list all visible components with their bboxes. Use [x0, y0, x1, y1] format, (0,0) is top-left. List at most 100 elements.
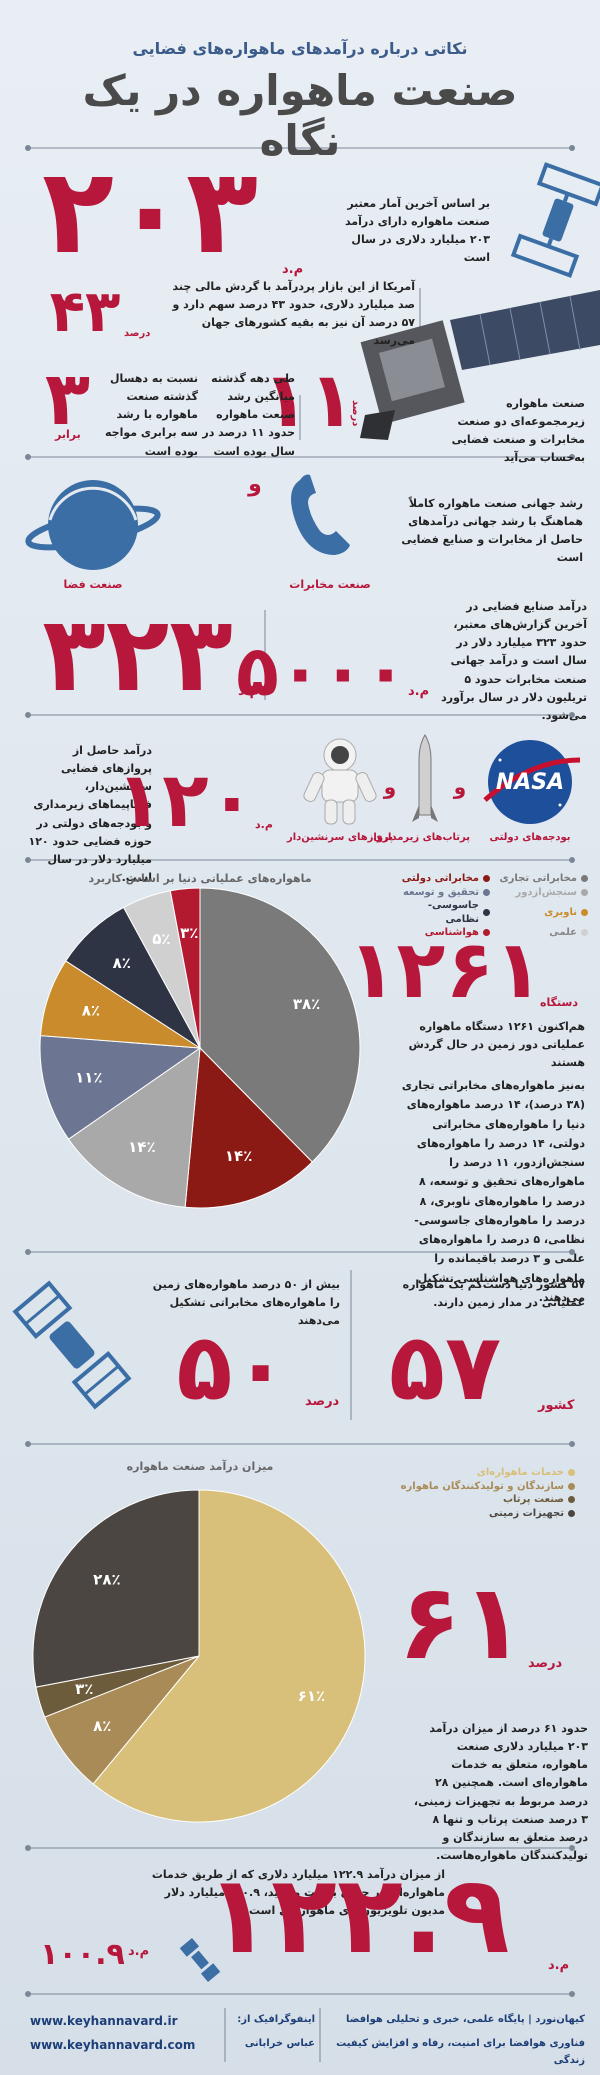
satellite-icon	[12, 1280, 132, 1410]
slogan: فناوری هوافضا برای امنیت، رفاه و افزایش …	[336, 2038, 585, 2066]
legend-label: صنعت پرتاب	[503, 1494, 564, 1505]
slice-label: ۸٪	[82, 1002, 100, 1020]
paragraph: نسبت به دهسال گذشته صنعت ماهواره با رشد …	[104, 372, 198, 458]
paragraph: درآمد حاصل از پروازهای فضایی سرنشین‌دار،…	[28, 744, 153, 884]
paragraph: بر اساس آخرین آمار معتبر صنعت ماهواره دا…	[344, 197, 490, 265]
conjunction: و	[383, 775, 397, 799]
pie-slice	[184, 1046, 313, 1209]
link[interactable]: www.keyhannavard.com	[30, 2038, 196, 2052]
legend-label: تحقیق و توسعه	[402, 886, 479, 898]
legend-label: مخابراتی دولتی	[401, 873, 479, 884]
label: پرتاب‌های زیرمداری	[373, 832, 470, 843]
phone-icon	[291, 474, 350, 555]
legend-swatch	[581, 888, 588, 896]
paragraph: به‌نیز ماهواره‌های مخابراتی تجاری (۳۸ در…	[401, 1079, 585, 1304]
brand: کیهان‌نورد | پایگاه علمی، خبری و تحلیلی …	[346, 2014, 585, 2025]
legend-label: سنجش‌ازدور	[515, 886, 577, 898]
legend-swatch	[483, 909, 490, 916]
conjunction: و	[248, 472, 262, 497]
pie-chart: ۶۱٪ ۸٪ ۳٪ ۲۸٪	[32, 1489, 366, 1823]
unit: م.د	[282, 262, 304, 277]
legend-swatch	[581, 875, 588, 883]
legend-label: علمی	[549, 927, 577, 938]
legend-swatch	[568, 1482, 575, 1490]
legend-label: سازندگان و تولیدکنندگان ماهواره	[400, 1480, 564, 1492]
label: پروازهای سرنشین‌دار	[286, 832, 394, 843]
pie-slice	[169, 887, 201, 1049]
planet-icon	[25, 480, 161, 570]
title: صنعت ماهواره در یک نگاه	[82, 66, 518, 166]
link[interactable]: www.keyhannavard.ir	[30, 2014, 178, 2028]
pie-title: ماهواره‌های عملیاتی دنیا بر اساس کاربرد	[88, 872, 312, 885]
label: صنعت فضا	[63, 578, 123, 591]
logo-text: NASA	[495, 770, 565, 795]
conjunction: و	[453, 775, 467, 799]
legend-swatch	[568, 1509, 575, 1517]
credit-name: عباس خرابانی	[244, 2038, 315, 2049]
big-number: ۳	[44, 356, 91, 442]
unit: م.د	[238, 684, 260, 699]
pie-slice	[67, 1046, 201, 1208]
unit: درصد	[305, 1394, 340, 1409]
paragraph: طی دهه گذشته میانگین رشد صنعت ماهواره حد…	[202, 372, 295, 458]
unit: دستگاه	[540, 996, 578, 1009]
unit: م.د	[548, 1958, 570, 1973]
legend: خدمات ماهواره‌ای سازندگان و تولیدکنندگان …	[400, 1466, 575, 1520]
legend-label: تجهیزات زمینی	[488, 1507, 564, 1519]
legend: مخابراتی تجاری مخابراتی دولتی سنجش‌ازدور تح…	[398, 872, 588, 940]
nasa-logo	[483, 740, 581, 824]
unit: م.د	[408, 684, 430, 699]
big-number: ۲۰۳	[41, 142, 259, 280]
pie-slice	[199, 887, 361, 1163]
big-number: ۵۰۰۰	[236, 630, 407, 712]
slice-label: ۲۸٪	[93, 1570, 120, 1588]
big-number: ۱۱	[262, 355, 355, 444]
rocket-icon	[412, 734, 438, 822]
paragraph: درآمد صنایع فضایی در آخرین گزارش‌های معت…	[441, 600, 587, 722]
unit: درصد	[124, 328, 151, 339]
legend-item: سازندگان و تولیدکنندگان ماهواره	[400, 1480, 575, 1494]
legend-item: خدمات ماهواره‌ای	[400, 1466, 575, 1480]
paragraph: آمریکا از این بازار پردرآمد با گردش مالی…	[172, 280, 415, 348]
pie-slice	[32, 1489, 200, 1688]
paragraph: حدود ۶۱ درصد از میزان درآمد ۲۰۳ میلیارد …	[413, 1722, 588, 1862]
legend-item: مخابراتی دولتی	[398, 872, 490, 886]
legend-label: ناوبری	[544, 906, 577, 918]
paragraph: ۵۷ کشور دنیا دست‌کم یک ماهواره عملیاتی د…	[402, 1278, 585, 1310]
legend-swatch	[483, 875, 490, 883]
unit: درصد	[350, 400, 361, 427]
unit: کشور	[538, 1398, 575, 1413]
paragraph: هم‌اکنون ۱۲۶۱ دستگاه ماهواره عملیاتی دور…	[408, 1020, 585, 1070]
legend-swatch	[581, 929, 588, 937]
legend-label: هواشناسی	[424, 927, 479, 938]
pie-slice	[39, 1035, 202, 1140]
legend-item: مخابراتی تجاری	[496, 872, 588, 886]
legend-item: تحقیق و توسعه	[398, 886, 490, 900]
slice-label: ۶۱٪	[298, 1687, 325, 1705]
slice-label: ۱۴٪	[225, 1147, 252, 1165]
unit: درصد	[528, 1656, 563, 1671]
satellite-icon	[510, 162, 600, 278]
big-number: ۱۲۶۱	[347, 923, 543, 1016]
unit: برابر	[55, 428, 81, 441]
legend-item: سنجش‌ازدور	[496, 886, 588, 900]
slice-label: ۸٪	[113, 954, 131, 972]
legend-item: هواشناسی	[398, 926, 490, 940]
credit-label: اینفوگرافیک از:	[237, 2014, 315, 2025]
legend-swatch	[483, 888, 490, 896]
pie-title: میزان درآمد صنعت ماهواره	[126, 1460, 274, 1473]
big-number: ۱۲۲.۹	[205, 1853, 510, 1978]
legend-item: جاسوسی-نظامی	[398, 899, 490, 926]
legend-swatch	[581, 909, 588, 916]
slice-label: ۱۱٪	[75, 1069, 102, 1087]
slice-label: ۳۸٪	[293, 995, 320, 1013]
subtitle: نکاتی درباره درآمدهای ماهواره‌های فضایی	[132, 39, 468, 58]
legend-swatch	[483, 929, 490, 937]
legend-swatch	[568, 1469, 575, 1477]
legend-swatch	[568, 1496, 575, 1504]
big-number: ۳۲۳	[42, 593, 233, 715]
